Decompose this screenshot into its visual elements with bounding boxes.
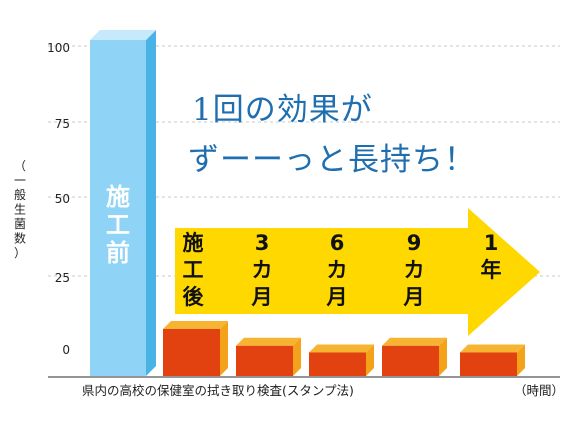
bar-side — [293, 337, 301, 376]
y-tick-label: 75 — [55, 117, 70, 131]
bar-3 — [236, 337, 301, 376]
y-tick-label: 100 — [47, 41, 70, 55]
bar-face — [460, 352, 517, 376]
time-arrow-label: 9 カ月 — [403, 231, 425, 309]
headline-line-1: 1回の効果が — [192, 92, 373, 128]
bar-side — [220, 320, 228, 376]
bar-side — [366, 344, 374, 376]
bar-face — [382, 345, 439, 376]
bar-top — [460, 344, 525, 353]
bar-side — [517, 344, 525, 376]
bar-face — [236, 345, 293, 376]
bar-face — [163, 328, 220, 376]
bar-face — [90, 40, 146, 376]
bar-top — [163, 320, 228, 329]
bar-4 — [309, 344, 374, 376]
bar-top — [382, 337, 447, 346]
bar-side — [439, 337, 447, 376]
bar-1 — [90, 30, 156, 376]
time-arrow-label: 6 カ月 — [326, 231, 348, 309]
bar-5 — [382, 337, 447, 376]
time-arrow-shape — [175, 208, 540, 336]
bars: 施工前 — [90, 30, 525, 376]
headline-line-2: ずーーっと長持ち！ — [188, 142, 476, 178]
bar-top — [309, 344, 374, 353]
bar-top — [236, 337, 301, 346]
y-axis-label: （一般生菌数） — [14, 159, 26, 260]
y-axis-ticks: 0 25 50 75 100 — [47, 41, 70, 357]
time-arrow-label: 施工後 — [183, 231, 205, 309]
time-arrow-labels: 施工後 3 カ月 6 カ月 9 カ月 1 年 — [183, 231, 502, 309]
time-arrow-label: 3 カ月 — [251, 231, 273, 309]
y-tick-label: 50 — [55, 192, 70, 206]
y-tick-label: 25 — [55, 271, 70, 285]
bar-6 — [460, 344, 525, 376]
bar-2 — [163, 320, 228, 376]
bar-label-before: 施工前 — [106, 183, 130, 267]
y-tick-label: 0 — [62, 343, 70, 357]
bar-top — [90, 30, 156, 40]
x-axis-unit: （時間） — [514, 383, 564, 398]
x-axis-label: 県内の高校の保健室の拭き取り検査(スタンプ法) — [82, 383, 354, 398]
bar-side — [146, 30, 156, 376]
headline: 1回の効果が ずーーっと長持ち！ — [188, 92, 476, 178]
time-arrow: 施工後 3 カ月 6 カ月 9 カ月 1 年 — [175, 208, 540, 336]
bar-face — [309, 352, 366, 376]
